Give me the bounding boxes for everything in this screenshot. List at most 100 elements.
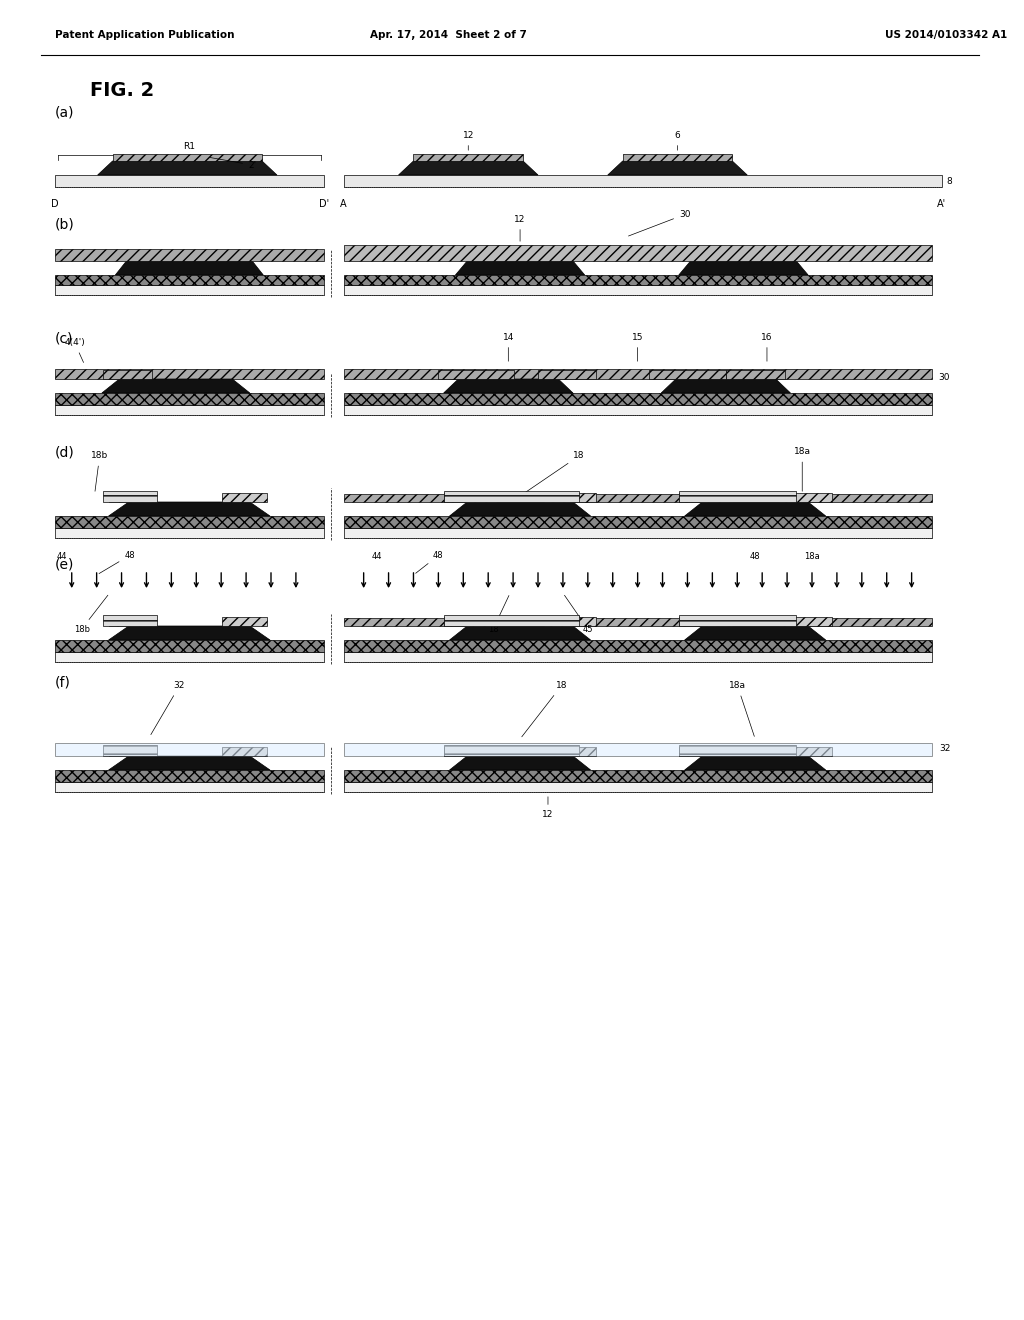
Polygon shape	[685, 626, 825, 640]
Bar	[443, 492, 497, 502]
Bar	[679, 744, 797, 756]
Bar	[113, 154, 262, 161]
Bar	[344, 516, 932, 528]
Polygon shape	[456, 261, 585, 275]
Bar	[55, 528, 324, 539]
Bar	[344, 393, 932, 405]
Text: 48: 48	[99, 550, 135, 574]
Bar	[221, 616, 267, 626]
Text: (e): (e)	[55, 558, 74, 572]
Text: R1: R1	[183, 143, 196, 150]
Polygon shape	[685, 756, 825, 770]
Text: 2': 2'	[210, 157, 256, 169]
Bar	[544, 747, 597, 756]
Bar	[103, 744, 157, 756]
Text: 4(4'): 4(4')	[65, 338, 85, 363]
Text: 32: 32	[151, 681, 185, 735]
Text: 15: 15	[632, 333, 643, 362]
Bar	[55, 781, 324, 792]
Text: A: A	[340, 199, 347, 209]
Bar	[221, 492, 267, 502]
Text: 18: 18	[487, 595, 509, 634]
Bar	[443, 744, 579, 756]
Bar	[109, 747, 155, 756]
Bar	[55, 652, 324, 663]
Text: (c): (c)	[55, 331, 74, 345]
Bar	[55, 405, 324, 414]
Text: (f): (f)	[55, 675, 71, 689]
Polygon shape	[450, 756, 591, 770]
Bar	[414, 154, 523, 161]
Polygon shape	[685, 502, 825, 516]
Bar	[109, 492, 155, 502]
Bar	[649, 370, 726, 379]
Polygon shape	[450, 626, 591, 640]
Text: 32: 32	[940, 743, 951, 752]
Bar	[344, 528, 932, 539]
Polygon shape	[608, 161, 748, 176]
Text: 18a: 18a	[794, 447, 811, 491]
Text: 30: 30	[629, 210, 690, 236]
Bar	[778, 747, 831, 756]
Bar	[55, 285, 324, 294]
Text: FIG. 2: FIG. 2	[90, 81, 154, 99]
Bar	[344, 494, 932, 502]
Text: 30: 30	[939, 374, 950, 383]
Bar	[679, 747, 732, 756]
Bar	[544, 492, 597, 502]
Polygon shape	[97, 161, 276, 176]
Bar	[544, 616, 597, 626]
Text: 12: 12	[543, 797, 554, 818]
Bar	[55, 640, 324, 652]
Bar	[443, 747, 497, 756]
Bar	[55, 743, 324, 756]
Text: (b): (b)	[55, 218, 75, 232]
Bar	[55, 516, 324, 528]
Polygon shape	[443, 379, 573, 393]
Text: 8: 8	[946, 177, 952, 186]
Text: A': A'	[937, 199, 946, 209]
Text: 6: 6	[675, 131, 680, 150]
Text: 16: 16	[761, 333, 773, 362]
Bar	[679, 616, 732, 626]
Text: 44: 44	[372, 552, 382, 561]
Bar	[55, 370, 324, 379]
Bar	[778, 492, 831, 502]
Bar	[443, 491, 579, 502]
Polygon shape	[109, 626, 270, 640]
Text: 18: 18	[522, 451, 585, 495]
Bar	[55, 275, 324, 285]
Polygon shape	[450, 502, 591, 516]
Bar	[103, 615, 157, 626]
Polygon shape	[116, 261, 263, 275]
Bar	[443, 616, 497, 626]
Bar	[344, 176, 941, 187]
Bar	[778, 616, 831, 626]
Bar	[103, 370, 152, 379]
Polygon shape	[109, 502, 270, 516]
Text: 18b: 18b	[74, 595, 108, 634]
Bar	[679, 491, 797, 502]
Text: (d): (d)	[55, 445, 75, 459]
Bar	[538, 370, 597, 379]
Bar	[344, 618, 932, 626]
Bar	[726, 370, 784, 379]
Bar	[344, 770, 932, 781]
Bar	[679, 492, 732, 502]
Bar	[55, 249, 324, 261]
Bar	[443, 615, 579, 626]
Bar	[103, 491, 157, 502]
Text: 48: 48	[416, 550, 443, 573]
Text: 12: 12	[463, 131, 474, 150]
Bar	[344, 285, 932, 294]
Bar	[344, 781, 932, 792]
Polygon shape	[101, 379, 250, 393]
Bar	[221, 747, 267, 756]
Bar	[55, 393, 324, 405]
Text: D': D'	[318, 199, 329, 209]
Bar	[623, 154, 732, 161]
Text: 45: 45	[564, 595, 593, 634]
Bar	[344, 246, 932, 261]
Polygon shape	[398, 161, 538, 176]
Bar	[109, 616, 155, 626]
